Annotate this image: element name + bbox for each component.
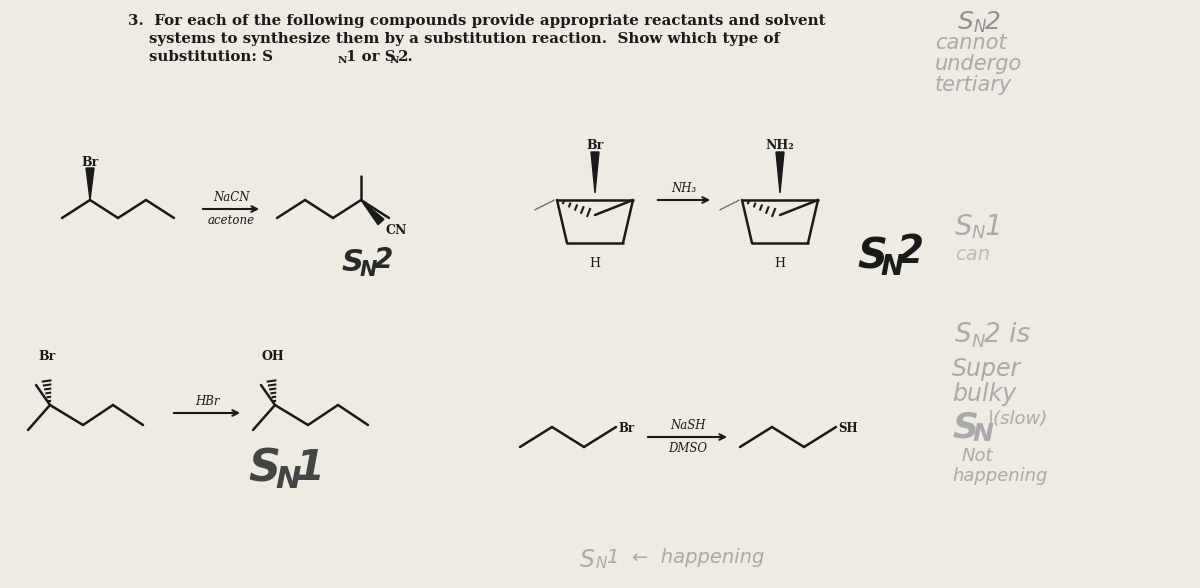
Text: Super: Super [952,357,1021,381]
Text: Not: Not [962,447,994,465]
Text: S: S [952,410,978,444]
Text: NaSH: NaSH [670,419,706,432]
Polygon shape [592,152,599,193]
Text: |(slow): |(slow) [988,410,1049,428]
Text: N: N [880,253,904,281]
Text: 2 is: 2 is [984,322,1031,348]
Text: N: N [972,422,992,446]
Text: S: S [955,322,972,348]
Text: systems to synthesize them by a substitution reaction.  Show which type of: systems to synthesize them by a substitu… [128,32,780,46]
Text: 2: 2 [898,233,924,271]
Text: S: S [342,248,364,277]
Text: 1: 1 [295,447,324,489]
Text: CN: CN [385,224,407,237]
Text: N: N [972,333,985,351]
Text: N: N [275,465,300,494]
Text: cannot: cannot [935,33,1007,53]
Text: 1: 1 [985,213,1003,241]
Text: H: H [589,257,600,270]
Text: NH₂: NH₂ [766,139,794,152]
Text: substitution: S: substitution: S [128,50,274,64]
Text: can: can [955,245,990,264]
Text: H: H [774,257,786,270]
Text: NaCN: NaCN [212,191,250,204]
Text: Br: Br [618,422,634,435]
Text: tertiary: tertiary [935,75,1013,95]
Text: 1 or S: 1 or S [346,50,396,64]
Text: S: S [580,548,595,572]
Text: 2: 2 [985,10,1001,34]
Text: undergo: undergo [935,54,1022,74]
Polygon shape [776,152,784,193]
Text: Br: Br [82,156,98,169]
Text: S: S [248,447,280,490]
Text: 2: 2 [374,246,394,274]
Polygon shape [361,200,384,225]
Text: N: N [338,56,348,65]
Text: 1  ←  happening: 1 ← happening [607,548,764,567]
Text: HBr: HBr [194,395,220,408]
Polygon shape [86,168,94,200]
Text: DMSO: DMSO [668,442,707,455]
Text: 3.  For each of the following compounds provide appropriate reactants and solven: 3. For each of the following compounds p… [128,14,826,28]
Text: S: S [857,235,887,277]
Text: bulky: bulky [952,382,1016,406]
Text: N: N [360,260,378,280]
Text: N: N [390,56,400,65]
Text: OH: OH [262,350,283,363]
Text: acetone: acetone [208,214,254,227]
Text: happening: happening [952,467,1048,485]
Text: N: N [596,556,607,571]
Text: S: S [955,213,973,241]
Text: 2.: 2. [398,50,414,64]
Text: N: N [972,224,985,242]
Text: NH₃: NH₃ [671,182,697,195]
Text: Br: Br [587,139,604,152]
Text: S: S [958,10,974,34]
Text: Br: Br [38,350,55,363]
Text: N: N [974,18,986,36]
Text: SH: SH [838,422,858,435]
